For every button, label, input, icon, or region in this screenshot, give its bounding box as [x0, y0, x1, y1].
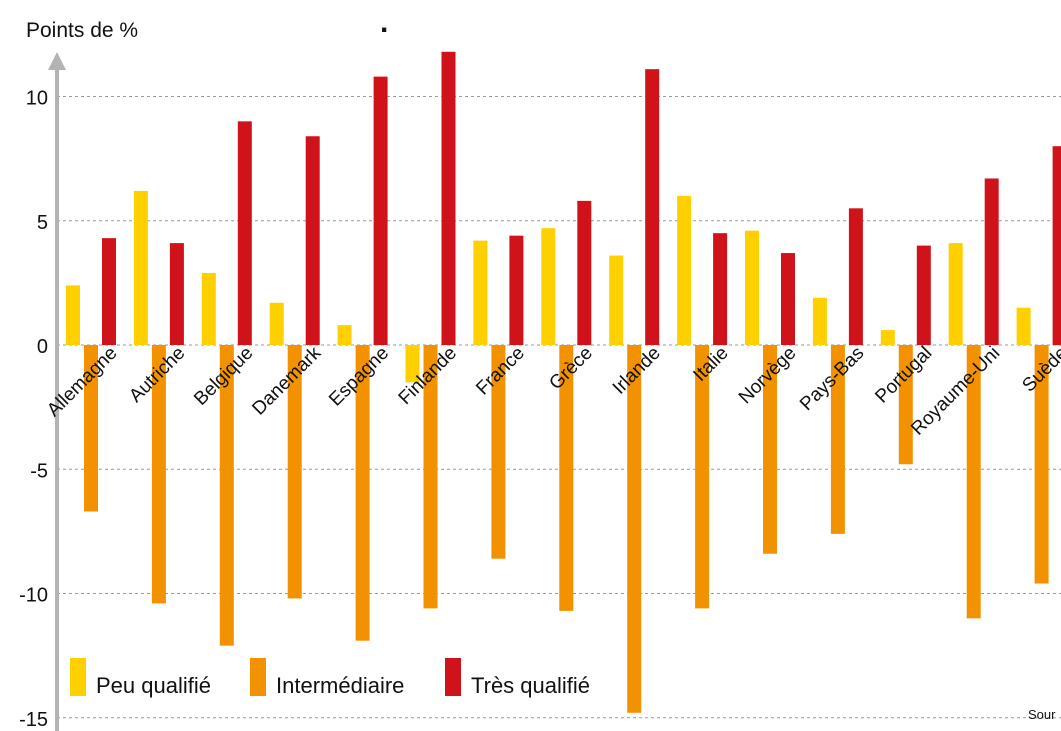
legend-label: Intermédiaire	[276, 673, 404, 698]
top-mark: .	[380, 6, 388, 39]
bar	[473, 240, 488, 345]
bar	[1034, 345, 1049, 584]
bar	[966, 345, 981, 619]
bar	[830, 345, 845, 534]
bar	[305, 136, 320, 345]
legend-label: Peu qualifié	[96, 673, 211, 698]
bar	[423, 345, 438, 609]
bar	[916, 245, 931, 345]
y-tick-label: 0	[37, 336, 48, 358]
bar	[133, 190, 148, 345]
bar	[509, 235, 524, 345]
bar	[151, 345, 166, 604]
bar	[337, 325, 352, 345]
bar	[677, 195, 692, 345]
bar	[745, 230, 759, 345]
legend-label: Très qualifié	[471, 673, 590, 698]
source-note: Sour	[1028, 707, 1056, 722]
bar	[1016, 307, 1031, 345]
bar	[627, 345, 642, 713]
bar	[355, 345, 370, 641]
bar	[269, 302, 284, 345]
y-tick-label: -5	[30, 460, 48, 482]
bar	[169, 243, 184, 345]
bar	[491, 345, 506, 559]
bar	[645, 69, 660, 345]
y-tick-label: 10	[26, 88, 48, 110]
bar	[812, 297, 827, 345]
bar	[237, 121, 252, 345]
y-tick-label: -10	[19, 585, 48, 607]
bar	[577, 200, 592, 345]
y-axis	[48, 52, 66, 731]
bar	[405, 345, 420, 383]
bar	[984, 178, 999, 345]
bar	[848, 208, 863, 345]
y-tick-label: -15	[19, 709, 48, 731]
category-label: Danemark	[248, 342, 325, 419]
legend: Peu qualifié Intermédiaire Très qualifié	[70, 658, 590, 698]
bar	[713, 233, 728, 345]
bar	[948, 243, 963, 345]
legend-swatch	[250, 658, 266, 696]
legend-swatch	[445, 658, 461, 696]
y-axis-arrow	[48, 52, 66, 70]
legend-swatch	[70, 658, 86, 696]
bar	[373, 76, 388, 346]
category-label: Allemagne	[43, 343, 121, 421]
bar	[441, 51, 456, 346]
bar	[1052, 146, 1061, 345]
y-tick-label: 5	[37, 212, 48, 234]
bar	[898, 345, 913, 465]
bar	[609, 255, 624, 345]
bar	[781, 253, 795, 345]
bar	[880, 330, 895, 345]
gridlines: 10 5 0 -5 -10 -15	[19, 88, 1061, 731]
bar	[287, 345, 302, 599]
bar	[84, 345, 98, 512]
bar	[201, 272, 216, 345]
y-axis-title: Points de %	[26, 19, 138, 42]
bar	[219, 345, 234, 646]
bars	[66, 51, 1061, 713]
bar	[559, 345, 574, 611]
bar	[66, 285, 80, 345]
bar	[102, 238, 116, 345]
bar	[541, 228, 556, 345]
bar	[695, 345, 710, 609]
bar	[763, 345, 777, 554]
